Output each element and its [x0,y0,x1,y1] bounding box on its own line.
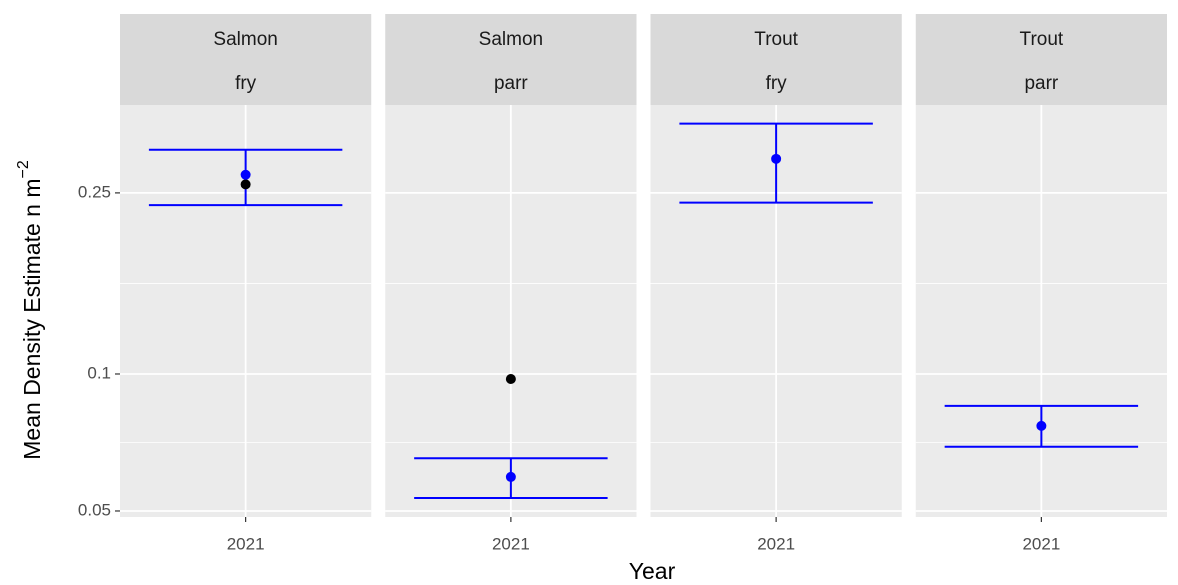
estimate-point [1036,420,1047,431]
estimate-point [771,153,782,164]
y-tick-label: 0.05 [78,500,111,519]
strip-label: parr [1024,73,1058,94]
x-tick-label: 2021 [227,534,265,553]
strip-background [915,14,1167,105]
estimate-point [505,471,516,482]
strip-background [650,14,902,105]
y-tick-label: 0.25 [78,182,111,201]
strip-background [385,14,637,105]
observed-point [505,373,516,384]
strip-label: fry [766,73,788,94]
observed-point [240,179,251,190]
strip-label: Salmon [213,29,277,50]
strip-background [120,14,372,105]
x-axis-label: Year [629,558,676,584]
strip-label: Salmon [479,29,543,50]
strip-label: Trout [1020,29,1064,50]
strip-label: fry [235,73,257,94]
y-axis-label: Mean Density Estimate n m−2 [15,160,45,460]
estimate-point [240,169,251,180]
x-tick-label: 2021 [1022,534,1060,553]
x-tick-label: 2021 [492,534,530,553]
x-tick-label: 2021 [757,534,795,553]
strip-label: parr [494,73,528,94]
y-axis-label-text: Mean Density Estimate n m [19,179,45,460]
y-axis-label-superscript: −2 [15,160,32,178]
y-tick-label: 0.1 [87,363,111,382]
strip-label: Trout [754,29,798,50]
